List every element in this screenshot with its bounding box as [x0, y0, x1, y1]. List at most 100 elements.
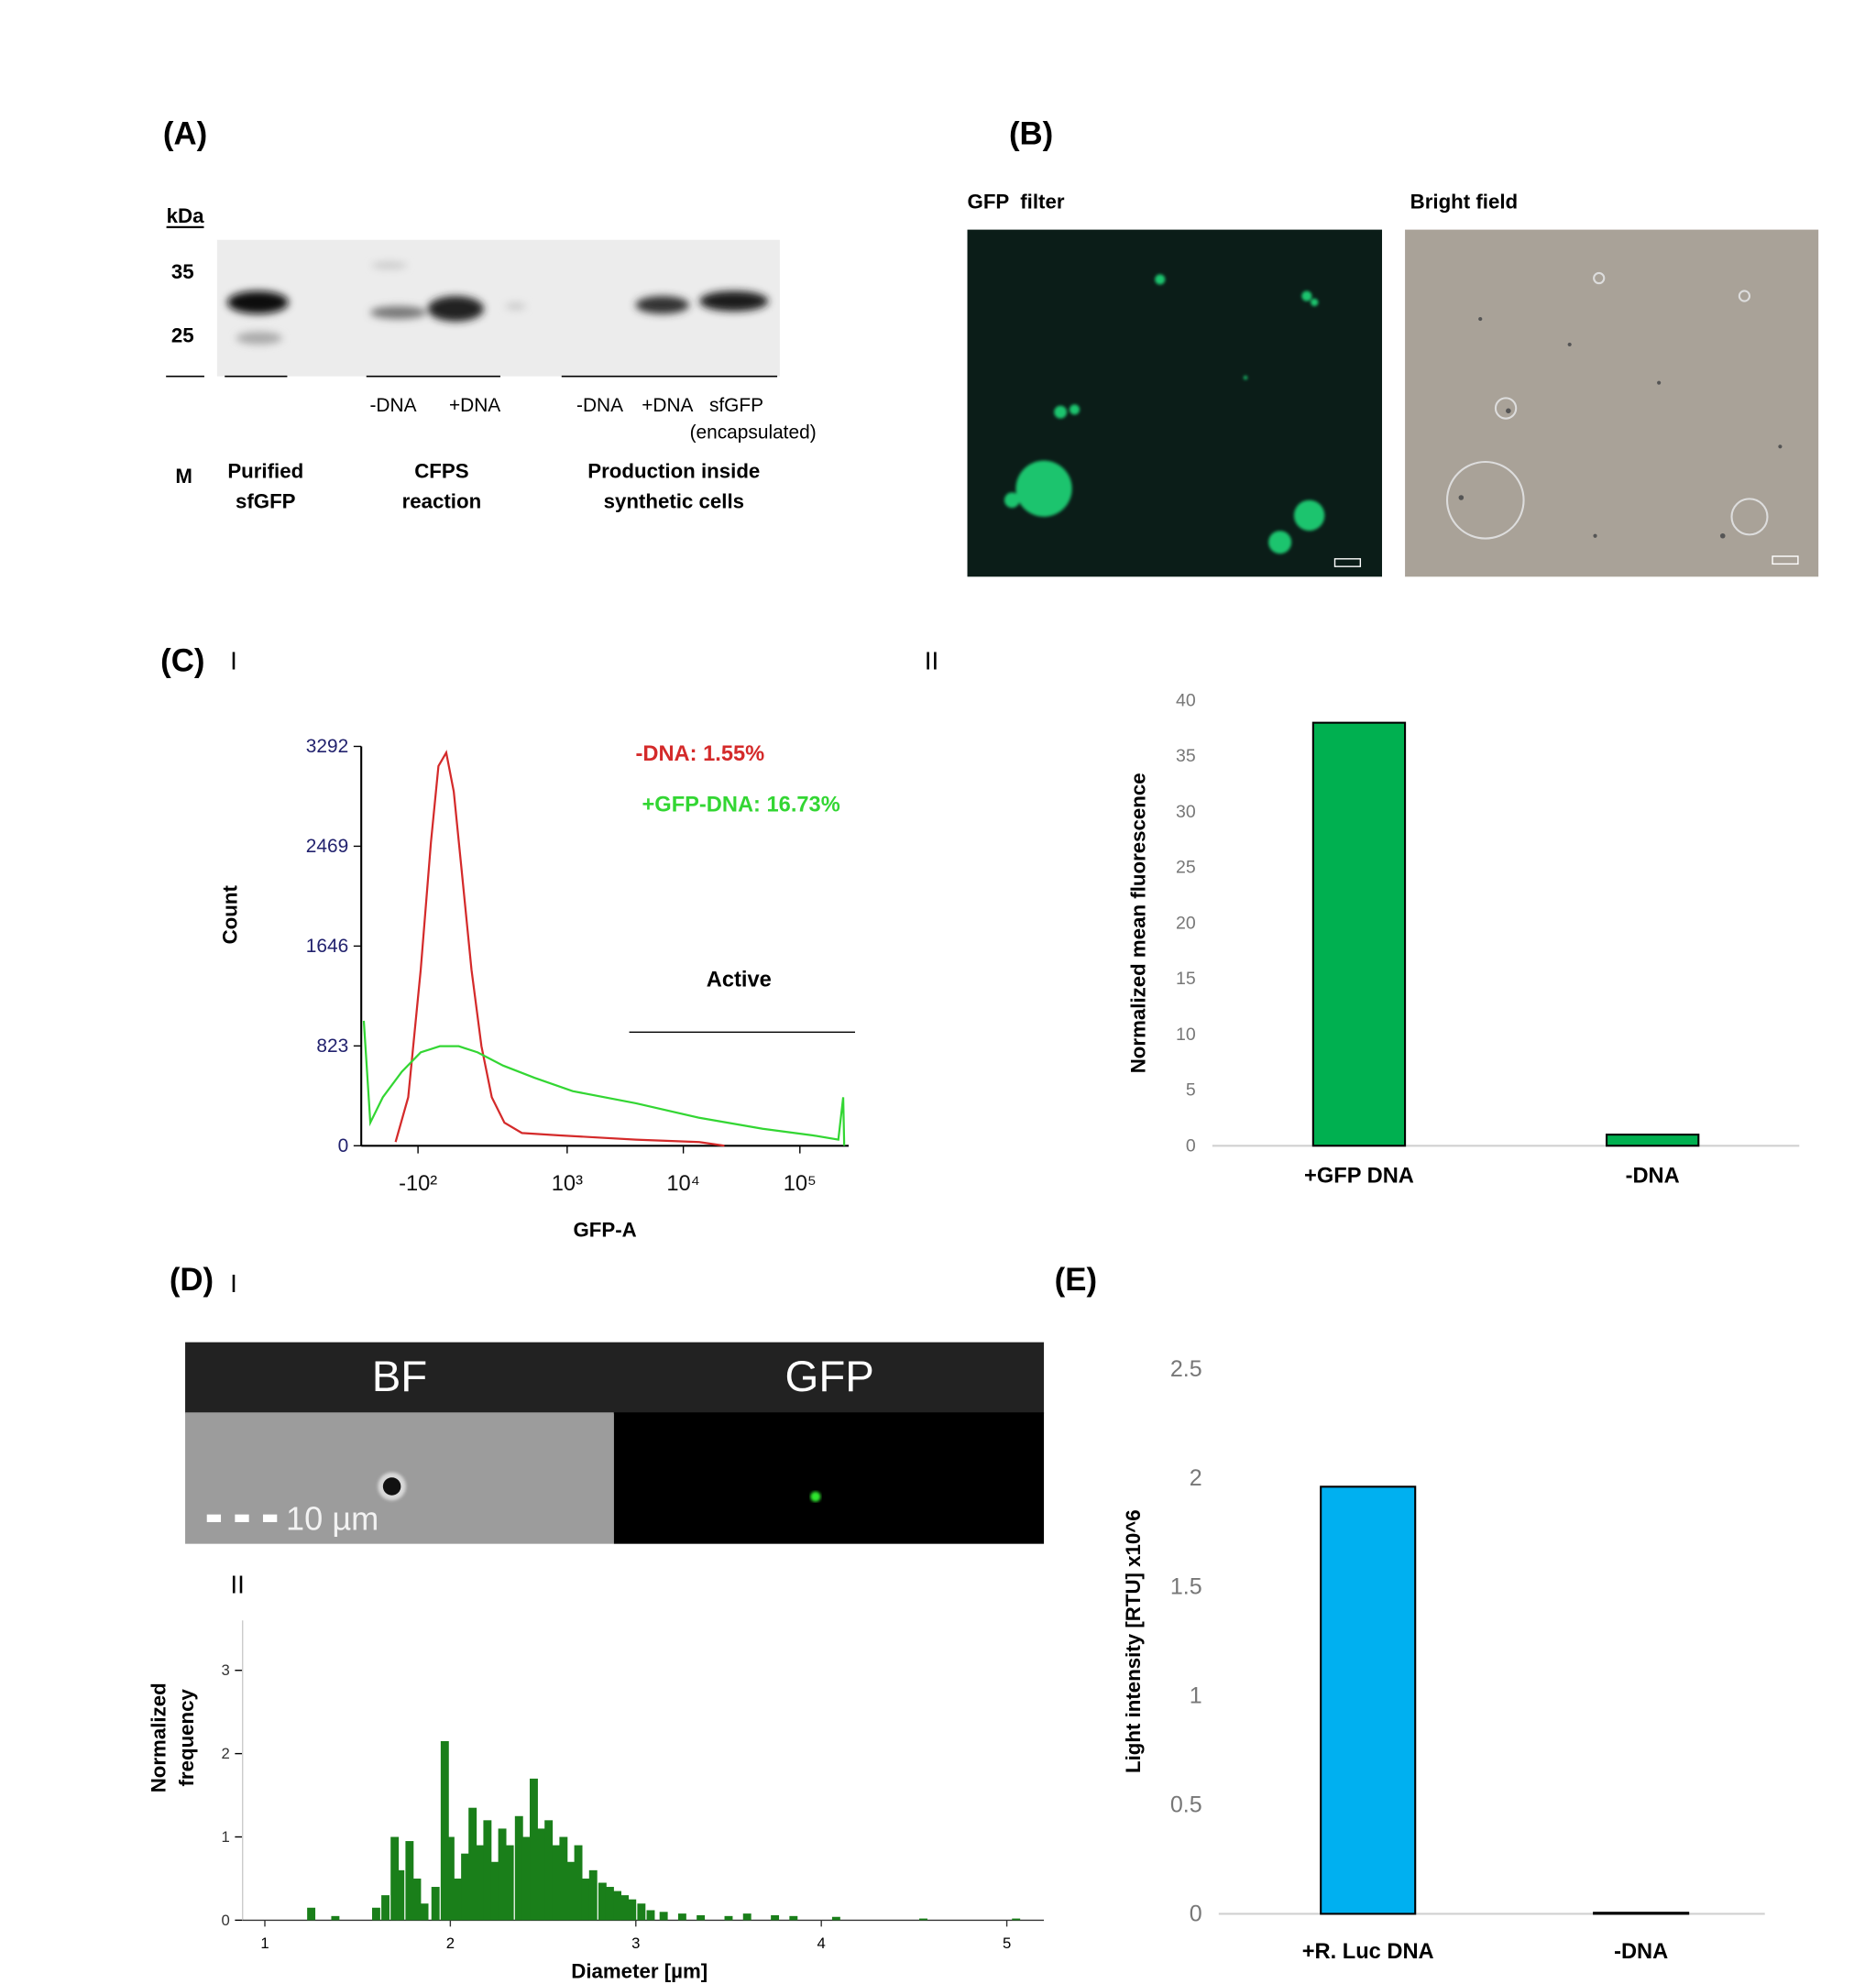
- bar: [476, 1845, 485, 1921]
- bar: [490, 1861, 499, 1921]
- x-tick-label: 4: [817, 1935, 826, 1952]
- bar: [628, 1899, 637, 1921]
- scale-bar-label: 10 µm: [286, 1499, 378, 1537]
- legend-label: +GFP-DNA: 16.73%: [642, 794, 839, 817]
- panel-label: (E): [1055, 1262, 1097, 1298]
- lane-label: +DNA: [449, 395, 500, 416]
- bar: [405, 1841, 414, 1921]
- y-tick-label: 0: [1190, 1901, 1202, 1926]
- bar: [521, 1836, 531, 1921]
- y-tick-label: 1: [222, 1828, 230, 1846]
- bar: [483, 1820, 492, 1921]
- y-tick-label: 0: [1186, 1135, 1196, 1156]
- sub-label: I: [230, 647, 237, 675]
- marker-label: 25: [171, 324, 194, 347]
- image-label: Bright field: [1410, 190, 1519, 213]
- y-tick-label: 3: [222, 1661, 230, 1679]
- y-axis-title: Normalized mean fluorescence: [1127, 773, 1150, 1073]
- group-label: sfGFP: [236, 490, 296, 513]
- bar: [505, 1845, 514, 1921]
- y-tick-label: 2.5: [1170, 1356, 1202, 1382]
- y-tick-label: 2: [1190, 1465, 1202, 1491]
- x-tick-label: 5: [1003, 1935, 1011, 1952]
- bar: [1012, 1918, 1021, 1921]
- channel-label: BF: [372, 1353, 427, 1401]
- bar: [1311, 721, 1407, 1147]
- bar: [789, 1915, 798, 1921]
- bar: [530, 1778, 538, 1921]
- blot-image: [216, 239, 780, 377]
- bar: [566, 1861, 576, 1921]
- bar: [544, 1820, 554, 1921]
- x-tick-label: -DNA: [1626, 1165, 1680, 1189]
- bar: [431, 1887, 440, 1921]
- bar: [514, 1815, 523, 1921]
- bar: [445, 1836, 455, 1921]
- y-tick-label: 1: [1190, 1683, 1202, 1709]
- x-tick-label: 1: [260, 1935, 269, 1952]
- bar: [588, 1869, 598, 1921]
- bar: [724, 1915, 733, 1921]
- bar: [537, 1828, 546, 1921]
- bar: [454, 1878, 462, 1921]
- panel-label: (A): [163, 116, 207, 152]
- y-tick-label: 2: [222, 1745, 230, 1762]
- bar: [598, 1882, 607, 1921]
- bar: [440, 1740, 449, 1921]
- y-tick-label: 2469: [306, 836, 348, 857]
- group-label: synthetic cells: [604, 490, 744, 513]
- series-line: [394, 750, 725, 1147]
- bar: [371, 1907, 380, 1921]
- group-label: M: [175, 465, 192, 488]
- bar: [771, 1914, 780, 1921]
- bar: [613, 1891, 621, 1921]
- bar: [677, 1913, 686, 1921]
- x-tick-label: 2: [446, 1935, 455, 1952]
- bar: [659, 1912, 668, 1921]
- x-axis-title: Diameter [µm]: [571, 1960, 708, 1983]
- channel-label: GFP: [785, 1353, 874, 1401]
- lane-label: -DNA: [576, 395, 623, 416]
- series-line: [362, 1020, 846, 1146]
- bar: [646, 1910, 655, 1921]
- bar: [396, 1869, 405, 1921]
- group-label: CFPS: [414, 459, 468, 482]
- group-label: reaction: [402, 490, 482, 513]
- x-tick-label: 3: [631, 1935, 640, 1952]
- y-tick-label: 25: [1176, 858, 1196, 878]
- y-tick-label: 823: [316, 1036, 348, 1057]
- sub-label: II: [925, 647, 938, 675]
- x-tick-label: -DNA: [1614, 1940, 1668, 1964]
- bar: [1606, 1134, 1700, 1147]
- bar: [605, 1887, 614, 1921]
- bar: [742, 1913, 751, 1921]
- x-tick-label: -10²: [399, 1172, 437, 1196]
- y-tick-label: 40: [1176, 690, 1196, 710]
- bar: [697, 1914, 706, 1921]
- panel-label: (C): [160, 643, 204, 679]
- bar: [552, 1845, 561, 1921]
- y-tick-label: 1646: [306, 936, 348, 957]
- x-tick-label: 10³: [552, 1172, 583, 1196]
- y-tick-label: 15: [1176, 969, 1196, 989]
- y-tick-label: 30: [1176, 802, 1196, 822]
- bar: [331, 1915, 340, 1921]
- y-tick-label: 20: [1176, 913, 1196, 933]
- lane-label: (encapsulated): [690, 422, 817, 443]
- y-tick-label: 35: [1176, 746, 1196, 766]
- bar: [574, 1845, 583, 1921]
- sub-label: II: [230, 1571, 244, 1599]
- bar: [461, 1853, 470, 1921]
- group-label: Production inside: [587, 459, 760, 482]
- bar: [412, 1878, 422, 1921]
- y-axis-title: Light intensity [RTU] x10^6: [1122, 1509, 1145, 1773]
- x-axis-title: GFP-A: [573, 1219, 636, 1242]
- cell-images: [185, 1342, 1045, 1544]
- group-label: Purified: [227, 459, 303, 482]
- bar: [390, 1836, 400, 1921]
- kda-label: kDa: [167, 204, 204, 227]
- y-tick-label: 10: [1176, 1025, 1196, 1045]
- lane-label: sfGFP: [709, 395, 763, 416]
- bar: [1320, 1485, 1417, 1915]
